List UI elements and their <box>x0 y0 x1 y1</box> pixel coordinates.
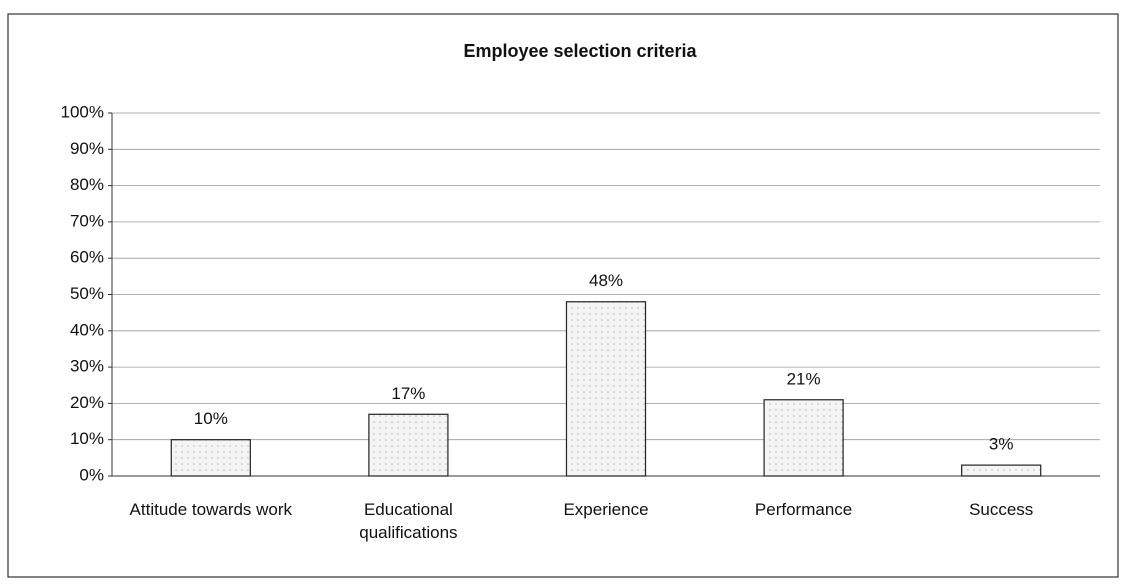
data-label: 21% <box>787 369 821 388</box>
data-label: 17% <box>391 384 425 403</box>
y-tick-label: 80% <box>70 175 104 194</box>
bar <box>565 301 647 477</box>
y-tick-label: 60% <box>70 248 104 267</box>
x-tick-label: Experience <box>563 500 649 519</box>
data-label: 48% <box>589 271 623 290</box>
bar <box>763 399 844 477</box>
chart-title: Employee selection criteria <box>463 41 697 61</box>
y-tick-label: 100% <box>61 102 104 121</box>
y-tick-label: 20% <box>70 393 104 412</box>
y-tick-label: 10% <box>70 429 104 448</box>
y-tick-label: 50% <box>70 284 104 303</box>
chart-border <box>7 13 1119 578</box>
y-tick-label: 0% <box>79 465 104 484</box>
x-tick-label: Success <box>969 500 1034 519</box>
y-tick-label: 40% <box>70 320 104 339</box>
y-tick-label: 30% <box>70 357 104 376</box>
bar <box>961 464 1042 477</box>
bar <box>368 413 449 477</box>
y-tick-label: 90% <box>70 139 104 158</box>
x-tick-label: Educational qualifications <box>359 500 458 542</box>
bar <box>170 439 251 477</box>
x-tick-label: Attitude towards work <box>129 500 293 519</box>
x-tick-label: Performance <box>754 500 853 519</box>
data-label: 3% <box>989 435 1014 454</box>
data-label: 10% <box>194 409 228 428</box>
y-tick-label: 70% <box>70 211 104 230</box>
